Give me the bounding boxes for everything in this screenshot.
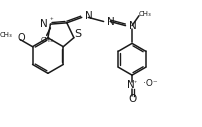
Text: N: N [40, 19, 47, 29]
Text: ⁺: ⁺ [49, 18, 53, 24]
Text: O: O [17, 33, 25, 43]
Text: N: N [107, 17, 115, 27]
Text: S: S [74, 29, 81, 39]
Text: CH₃: CH₃ [138, 11, 150, 17]
Text: N: N [127, 80, 134, 90]
Text: N: N [129, 21, 136, 31]
Text: CH₃: CH₃ [0, 32, 12, 38]
Text: ⁺: ⁺ [133, 81, 136, 86]
Text: O: O [127, 94, 136, 104]
Text: CH₃: CH₃ [40, 37, 53, 43]
Text: N: N [85, 11, 93, 21]
Text: ·O⁻: ·O⁻ [143, 79, 157, 88]
